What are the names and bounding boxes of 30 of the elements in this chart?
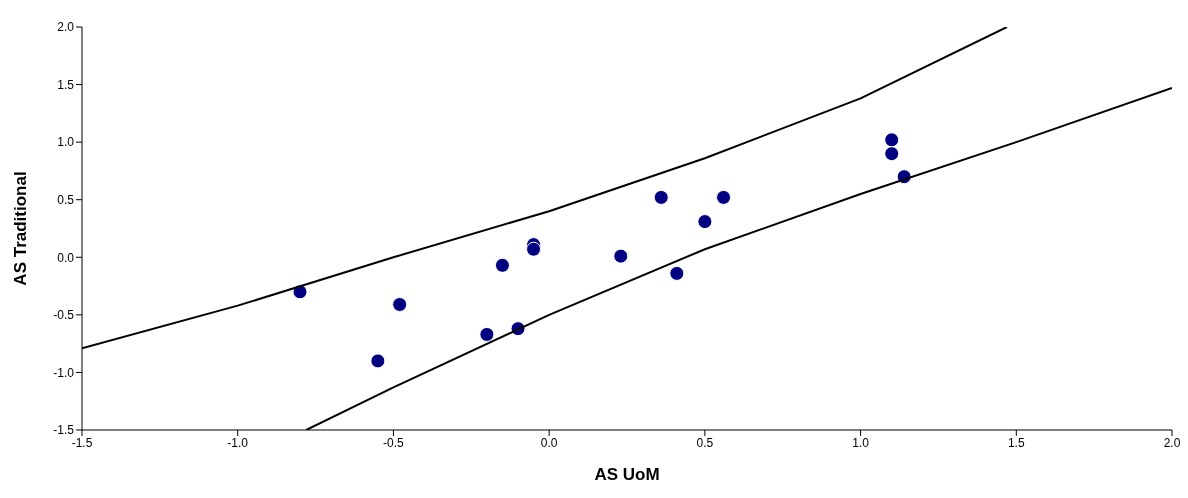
point xyxy=(669,265,685,281)
y-tick-label: 1.0 xyxy=(57,135,75,150)
point xyxy=(613,248,629,264)
y-tick-label: 2.0 xyxy=(57,20,75,35)
point xyxy=(884,146,900,162)
y-tick-label: 0.0 xyxy=(57,250,75,265)
x-tick-label: 1.5 xyxy=(1007,435,1025,450)
x-tick-label: 2.0 xyxy=(1163,435,1181,450)
y-axis-title: AS Traditional xyxy=(11,171,31,286)
x-tick-label: 0.5 xyxy=(696,435,714,450)
x-tick-label: -1.0 xyxy=(227,435,249,450)
y-tick-label: -0.5 xyxy=(53,308,75,323)
point xyxy=(392,296,408,312)
x-tick-label: -1.5 xyxy=(71,435,93,450)
x-tick-label: 0.0 xyxy=(540,435,558,450)
point xyxy=(479,326,495,342)
y-tick-label: -1.0 xyxy=(53,365,75,380)
point xyxy=(697,214,713,230)
y-tick-label: 1.5 xyxy=(57,77,75,92)
point xyxy=(716,189,732,205)
point xyxy=(526,241,542,257)
point xyxy=(884,132,900,148)
x-axis-title: AS UoM xyxy=(594,465,660,484)
y-tick-label: -1.5 xyxy=(53,423,75,438)
point xyxy=(653,189,669,205)
y-tick-label: 0.5 xyxy=(57,192,75,207)
x-tick-label: -0.5 xyxy=(383,435,405,450)
x-tick-label: 1.0 xyxy=(852,435,870,450)
point xyxy=(370,353,386,369)
point xyxy=(494,257,510,273)
